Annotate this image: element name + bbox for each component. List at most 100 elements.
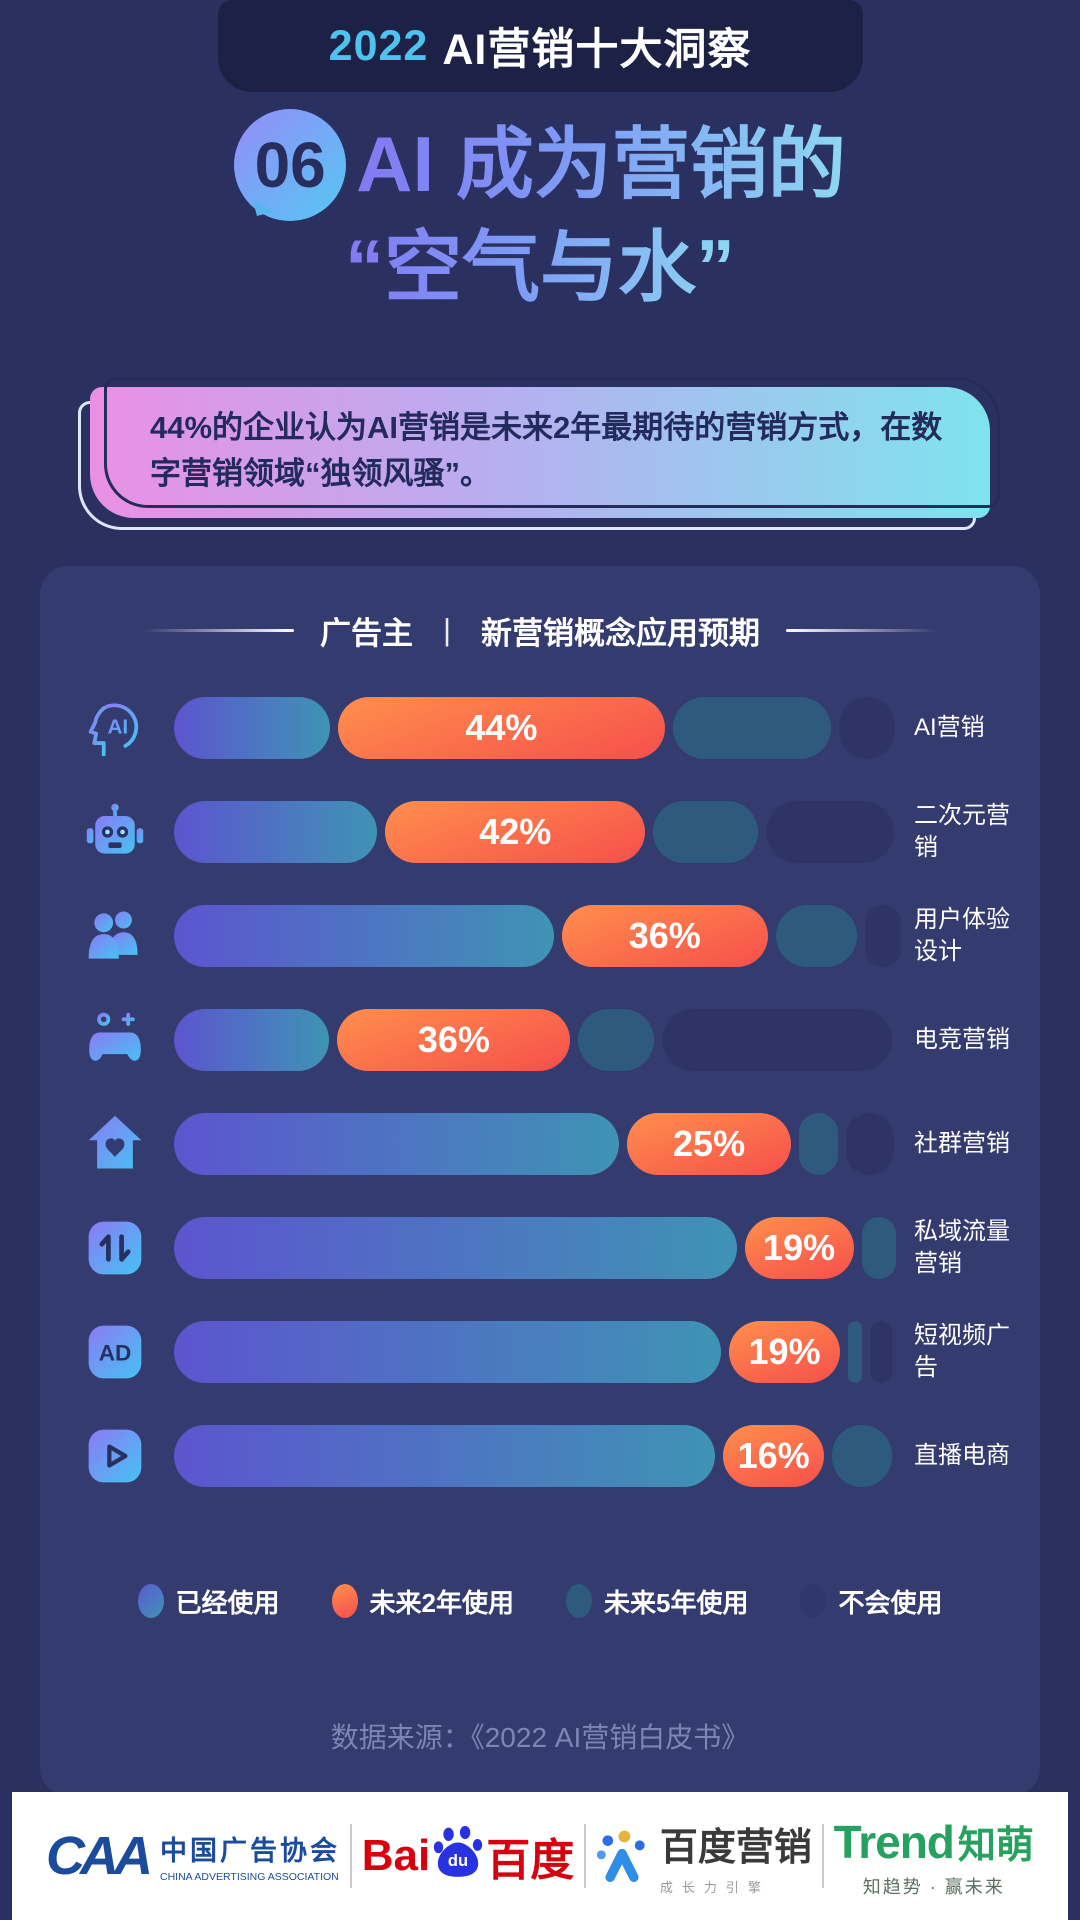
legend-label: 不会使用: [838, 1587, 943, 1618]
segment-value-label: 19%: [763, 1226, 836, 1268]
trend-subtitle: 知趋势 · 赢未来: [862, 1876, 1005, 1897]
bar-category-label: 直播电商: [914, 1441, 1010, 1469]
baidu-logo-bai: Bai: [361, 1831, 431, 1880]
bar-row: AD 19% 短视频广告: [40, 1319, 1040, 1385]
baidu-marketing-name: 百度营销: [659, 1827, 812, 1869]
segment-next-2-years: 42%: [385, 800, 646, 863]
segment-already-used: [174, 904, 554, 967]
svg-text:AD: AD: [99, 1340, 132, 1365]
segment-next-5-years: [847, 1320, 863, 1383]
segment-next-5-years: [578, 1008, 654, 1071]
ai-head-icon: AI: [82, 695, 148, 761]
bar-row: 19% 私域流量 营销: [40, 1215, 1040, 1281]
trend-logo: Trend 知萌 知趋势 · 赢未来: [834, 1814, 1034, 1899]
segment-next-2-years: 36%: [561, 904, 768, 967]
legend-item: 已经使用: [137, 1583, 280, 1620]
footer-logos: CAA 中国广告协会 CHINA ADVERTISING ASSOCIATION…: [12, 1792, 1068, 1920]
arrows-icon: [82, 1215, 148, 1281]
chart-panel: 广告主 | 新营销概念应用预期 AI 44% AI营销 42% 二次元营销 36% 用户…: [40, 565, 1040, 1796]
chart-legend: 已经使用 未来2年使用 未来5年使用 不会使用: [40, 1583, 1040, 1620]
bar-row: 25% 社群营销: [40, 1112, 1040, 1175]
bar-category-label: 二次元营销: [914, 801, 1010, 861]
footer-divider: [821, 1824, 824, 1888]
segment-already-used: [174, 1320, 722, 1383]
bar-row: 42% 二次元营销: [40, 799, 1040, 865]
segment-value-label: 42%: [479, 810, 552, 852]
segment-next-5-years: [653, 800, 758, 863]
legend-dot: [137, 1584, 164, 1619]
legend-label: 未来5年使用: [604, 1587, 749, 1618]
bar-row: 36% 电竞营销: [40, 1008, 1040, 1071]
trend-logo-mark: Trend: [833, 1815, 955, 1868]
segment-wont-use: [765, 800, 895, 863]
users-icon: [82, 903, 148, 969]
segment-next-5-years: [672, 696, 832, 759]
legend-item: 不会使用: [800, 1583, 942, 1620]
page-title-line2: “空气与水”: [344, 223, 735, 312]
segment-already-used: [174, 1424, 715, 1487]
bar-track: 42%: [174, 800, 900, 863]
segment-value-label: 25%: [673, 1122, 746, 1164]
segment-wont-use: [865, 904, 902, 967]
legend-label: 已经使用: [175, 1587, 280, 1618]
segment-already-used: [174, 1112, 620, 1175]
title-line-left: [143, 628, 294, 632]
bar-track: 36%: [174, 904, 902, 967]
segment-wont-use: [839, 696, 895, 759]
svg-text:AI: AI: [107, 716, 128, 739]
bar-category-label: AI营销: [914, 713, 985, 741]
segment-already-used: [174, 696, 331, 759]
baidu-logo: Bai du 百度: [362, 1824, 574, 1888]
baidu-logo-du: du: [448, 1851, 468, 1870]
segment-value-label: 36%: [417, 1018, 490, 1060]
legend-label: 未来2年使用: [369, 1587, 514, 1618]
bar-track: 25%: [174, 1112, 900, 1175]
chart-title: 广告主 | 新营销概念应用预期: [40, 608, 1040, 653]
key-insight-callout: 44%的企业认为AI营销是未来2年最期待的营销方式，在数字营销领域“独领风骚”。: [78, 376, 1000, 530]
bar-track: 16%: [174, 1424, 900, 1487]
key-insight-text: 44%的企业认为AI营销是未来2年最期待的营销方式，在数字营销领域“独领风骚”。: [150, 409, 943, 492]
caa-name: 中国广告协会: [160, 1836, 340, 1866]
baidu-marketing-subtitle: 成长力引擎: [659, 1880, 770, 1895]
footer-divider: [349, 1824, 352, 1888]
bar-category-label: 短视频广告: [914, 1321, 1010, 1381]
segment-next-2-years: 19%: [744, 1216, 854, 1279]
segment-already-used: [174, 1008, 330, 1071]
trend-logo-cn: 知萌: [957, 1824, 1034, 1867]
bar-track: 19%: [174, 1216, 900, 1279]
segment-next-5-years: [799, 1112, 839, 1175]
baidu-logo-cn: 百度: [486, 1836, 575, 1885]
caa-logo-mark: CAA: [46, 1826, 153, 1886]
legend-dot: [800, 1584, 827, 1619]
segment-value-label: 36%: [628, 914, 701, 956]
chart-title-right: 新营销概念应用预期: [481, 615, 761, 651]
data-source: 数据来源：《2022 AI营销白皮书》: [330, 1721, 750, 1753]
bar-track: 44%: [174, 696, 900, 759]
segment-next-5-years: [832, 1424, 893, 1487]
page-title: 06 AI 成为营销的 “空气与水”: [0, 109, 1080, 315]
segment-next-2-years: 44%: [338, 696, 665, 759]
segment-wont-use: [661, 1008, 893, 1071]
bar-track: 36%: [174, 1008, 900, 1071]
bar-row: 16% 直播电商: [40, 1424, 1040, 1487]
baidu-marketing-logo: 百度营销 成长力引擎: [596, 1816, 812, 1896]
ad-icon: AD: [82, 1319, 148, 1385]
segment-value-label: 44%: [465, 706, 538, 748]
legend-item: 未来2年使用: [331, 1583, 514, 1620]
page-title-line1: 06 AI 成为营销的: [0, 109, 1080, 222]
bar-category-label: 电竞营销: [914, 1025, 1010, 1053]
legend-dot: [566, 1584, 592, 1619]
banner-title: AI营销十大洞察: [442, 26, 752, 74]
bar-chart: AI 44% AI营销 42% 二次元营销 36% 用户体验 设计 36% 电竞营销 25…: [40, 695, 1040, 1487]
robot-icon: [82, 799, 148, 865]
banner-year: 2022: [328, 21, 429, 70]
segment-already-used: [174, 1216, 737, 1279]
insight-number-badge: 06: [234, 109, 347, 222]
chart-title-left: 广告主: [319, 615, 413, 651]
bar-category-label: 私域流量 营销: [914, 1217, 1010, 1277]
bar-row: AI 44% AI营销: [40, 695, 1040, 761]
legend-item: 未来5年使用: [566, 1583, 748, 1620]
bar-category-label: 用户体验 设计: [914, 905, 1010, 965]
segment-next-5-years: [861, 1216, 897, 1279]
segment-next-2-years: 25%: [627, 1112, 792, 1175]
